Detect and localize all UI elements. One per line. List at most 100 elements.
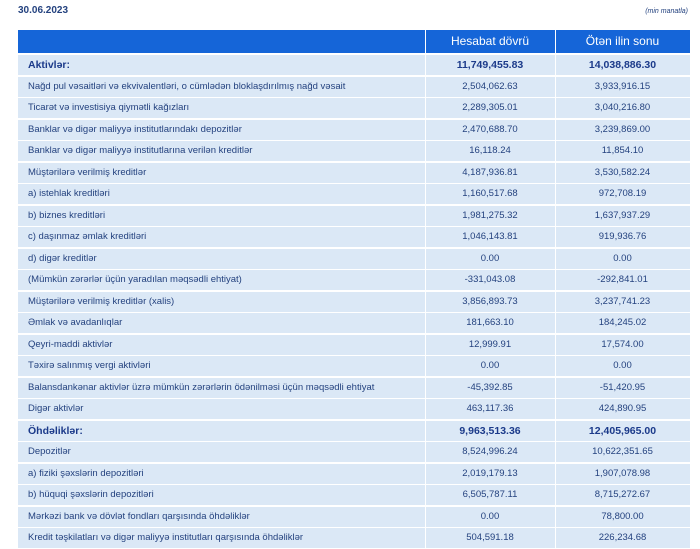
divider	[555, 227, 556, 247]
divider	[555, 205, 556, 226]
table-row: Ticarət və investisiya qiymətli kağızlar…	[18, 98, 690, 118]
row-value: 3,933,916.15	[594, 80, 651, 92]
row-value: 3,237,741.23	[594, 295, 651, 307]
row-label: Digər aktivlər	[28, 403, 84, 414]
divider	[425, 420, 426, 441]
divider	[555, 248, 556, 269]
table-row: Müştərilərə verilmiş kreditlər 4,187,936.…	[18, 162, 690, 183]
table-row: a) fiziki şəxslərin depozitləri 2,019,179…	[18, 463, 690, 484]
row-value: 1,981,275.32	[462, 209, 518, 221]
table-header: Hesabat dövrü Ötən ilin sonu	[18, 30, 690, 53]
row-value: -292,841.01	[597, 274, 648, 285]
row-label: Nağd pul vəsaitləri və ekvivalentləri, o…	[28, 80, 346, 92]
divider	[425, 227, 426, 247]
row-value: 2,019,179.13	[462, 467, 518, 479]
row-value: 8,524,996.24	[462, 446, 518, 457]
row-value: 1,637,937.29	[594, 209, 651, 221]
divider	[425, 506, 426, 527]
divider	[425, 399, 426, 419]
divider	[425, 184, 426, 204]
row-label: Öhdəliklər:	[28, 424, 83, 437]
row-value: 12,999.91	[468, 338, 512, 350]
row-value: 1,160,517.68	[462, 188, 518, 199]
divider	[425, 205, 426, 226]
divider	[555, 506, 556, 527]
row-value: 9,963,513.36	[459, 424, 521, 437]
divider	[425, 119, 426, 140]
divider	[555, 420, 556, 441]
row-value: -45,392.85	[467, 381, 513, 393]
row-label: Mərkəzi bank və dövlət fondları qarşısın…	[28, 510, 250, 522]
divider	[425, 76, 426, 97]
divider	[425, 313, 426, 333]
table-row: Aktivlər: 11,749,455.83 14,038,886.30	[18, 55, 690, 75]
row-value: 2,470,688.70	[462, 123, 518, 135]
divider	[555, 184, 556, 204]
row-value: 1,046,143.81	[462, 231, 518, 242]
row-label: Banklar və digər maliyyə institutlarına …	[28, 145, 253, 156]
table-row: Banklar və digər maliyyə institutlarında…	[18, 119, 690, 140]
divider	[425, 162, 426, 183]
divider	[425, 55, 426, 75]
row-value: 8,715,272.67	[594, 489, 651, 500]
row-value: 14,038,886.30	[588, 59, 657, 71]
row-value: 2,289,305.01	[462, 102, 518, 113]
row-value: 972,708.19	[598, 188, 647, 199]
row-value: 0.00	[613, 252, 632, 264]
row-label: Əmlak və avadanlıqlar	[28, 317, 123, 328]
row-value: 463,117.36	[466, 403, 514, 414]
divider	[555, 141, 556, 161]
unit-note: (min manatla)	[645, 8, 688, 15]
divider	[555, 30, 556, 53]
row-value: 504,591.18	[466, 532, 514, 543]
table-row: Digər aktivlər 463,117.36 424,890.95	[18, 399, 690, 419]
row-value: 226,234.68	[598, 532, 647, 543]
row-label: a) istehlak kreditləri	[28, 188, 110, 199]
row-value: 16,118.24	[469, 145, 511, 156]
divider	[425, 141, 426, 161]
row-value: 0.00	[480, 510, 500, 522]
table-row: Banklar və digər maliyyə institutlarına …	[18, 141, 690, 161]
row-value: 3,239,869.00	[594, 123, 651, 135]
row-value: -51,420.95	[599, 381, 646, 393]
row-value: 78,800.00	[601, 510, 644, 522]
divider	[555, 291, 556, 312]
divider	[555, 270, 556, 290]
divider	[425, 356, 426, 376]
divider	[425, 528, 426, 548]
table-row: Depozitlər 8,524,996.24 10,622,351.65	[18, 442, 690, 462]
row-value: 2,504,062.63	[462, 80, 518, 92]
row-value: 0.00	[613, 360, 632, 371]
row-value: 4,187,936.81	[462, 166, 518, 178]
divider	[555, 119, 556, 140]
row-value: 3,856,893.73	[462, 295, 518, 307]
table-row: Nağd pul vəsaitləri və ekvivalentləri, o…	[18, 76, 690, 97]
divider	[555, 76, 556, 97]
table-row: b) biznes kreditləri 1,981,275.32 1,637,93…	[18, 205, 690, 226]
row-value: 11,854.10	[601, 145, 644, 156]
row-value: 10,622,351.65	[592, 446, 653, 457]
divider	[425, 334, 426, 355]
row-label: Depozitlər	[28, 446, 71, 457]
row-value: 184,245.02	[598, 317, 647, 328]
row-label: Müştərilərə verilmiş kreditlər (xalis)	[28, 295, 175, 307]
divider	[425, 291, 426, 312]
table-row: Mərkəzi bank və dövlət fondları qarşısın…	[18, 506, 690, 527]
divider	[425, 377, 426, 398]
divider	[555, 55, 556, 75]
divider	[555, 485, 556, 505]
row-value: 424,890.95	[598, 403, 647, 414]
row-label: c) daşınmaz əmlak kreditləri	[28, 231, 147, 242]
row-label: a) fiziki şəxslərin depozitləri	[28, 467, 144, 479]
row-label: (Mümkün zərərlər üçün yaradılan məqsədli…	[28, 274, 242, 285]
divider	[555, 162, 556, 183]
divider	[555, 528, 556, 548]
divider	[425, 485, 426, 505]
row-label: Balansdankənar aktivlər üzrə mümkün zərə…	[28, 381, 375, 393]
row-label: Qeyri-maddi aktivlər	[28, 338, 113, 350]
report-date: 30.06.2023	[18, 5, 69, 16]
table-row: Kredit təşkilatları və digər maliyyə ins…	[18, 528, 690, 548]
table-row: (Mümkün zərərlər üçün yaradılan məqsədli…	[18, 270, 690, 290]
table-row: b) hüquqi şəxslərin depozitləri 6,505,787…	[18, 485, 690, 505]
